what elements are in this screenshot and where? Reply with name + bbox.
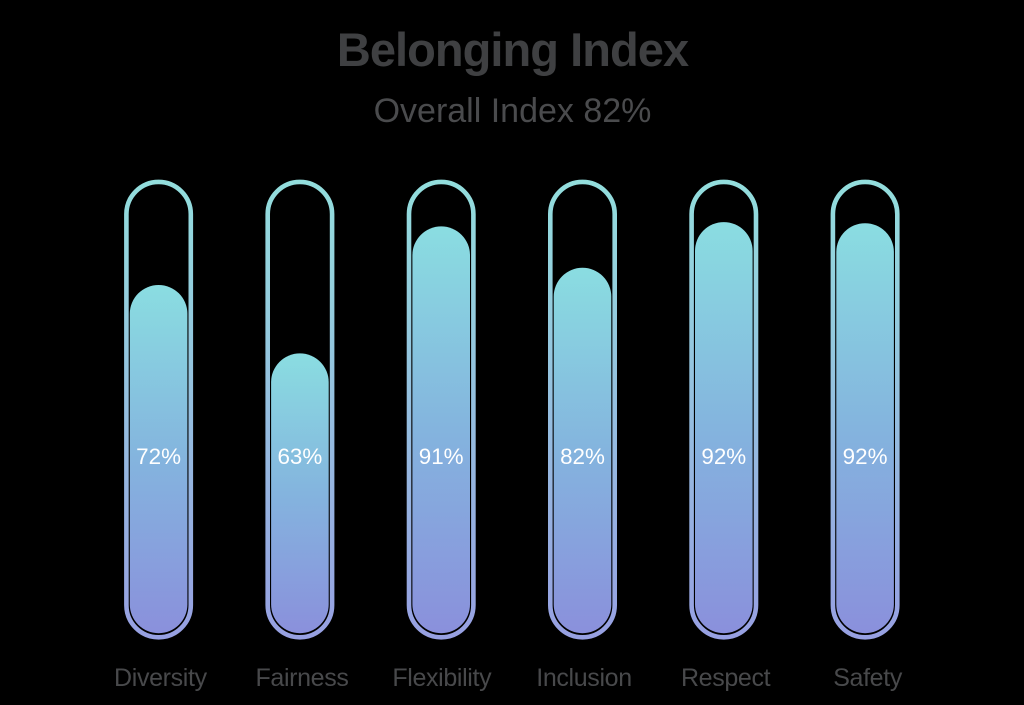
svg-text:91%: 91%	[419, 444, 464, 469]
svg-text:63%: 63%	[277, 444, 322, 469]
svg-text:Respect: Respect	[681, 664, 771, 692]
svg-text:82%: 82%	[560, 444, 605, 469]
svg-text:92%: 92%	[701, 444, 746, 469]
svg-text:72%: 72%	[136, 444, 181, 469]
svg-text:Diversity: Diversity	[114, 664, 208, 692]
svg-text:Fairness: Fairness	[255, 664, 348, 692]
svg-text:Safety: Safety	[833, 664, 903, 692]
svg-text:Flexibility: Flexibility	[392, 664, 492, 692]
svg-text:Inclusion: Inclusion	[536, 664, 632, 692]
svg-text:Belonging Index: Belonging Index	[337, 23, 689, 76]
svg-text:Overall Index 82%: Overall Index 82%	[374, 92, 652, 130]
svg-text:92%: 92%	[843, 444, 888, 469]
